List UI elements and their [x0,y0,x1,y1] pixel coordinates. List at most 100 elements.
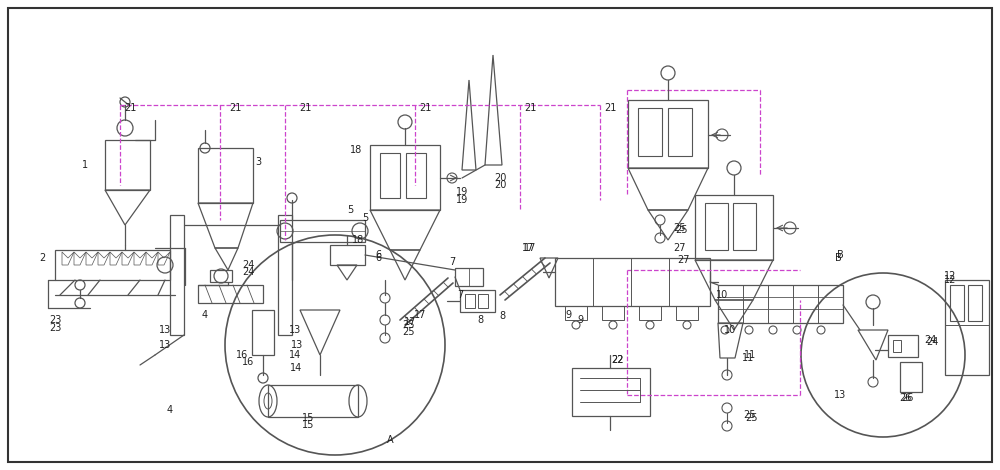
Text: 7: 7 [457,290,463,300]
Bar [555,258,710,306]
Text: 6: 6 [375,250,381,260]
Text: 24: 24 [926,337,938,347]
Bar [280,220,365,242]
Text: 19: 19 [456,195,468,205]
Bar [370,145,440,210]
Text: 21: 21 [229,103,241,113]
Text: 17: 17 [524,243,536,253]
Text: 25: 25 [402,320,414,330]
Text: 5: 5 [347,205,353,215]
Text: 6: 6 [375,253,381,263]
Text: 16: 16 [236,350,248,360]
Bar [465,294,475,308]
Text: 7: 7 [449,257,455,267]
Bar [565,306,587,320]
Bar [210,270,232,282]
Text: 10: 10 [716,290,728,300]
Text: 12: 12 [944,275,956,285]
Bar [705,203,728,250]
Bar [639,306,661,320]
Bar [695,195,773,260]
Text: 20: 20 [494,180,506,190]
Text: 17: 17 [404,317,416,327]
Text: 11: 11 [742,353,754,363]
Text: 25: 25 [674,223,686,233]
Bar [105,140,150,190]
Bar [572,368,650,416]
Bar [198,285,263,303]
Bar [330,245,365,265]
Text: 27: 27 [677,255,689,265]
Bar [718,285,843,323]
Text: 4: 4 [167,405,173,415]
Text: 17: 17 [414,310,426,320]
Text: 14: 14 [290,363,302,373]
Bar [668,108,692,156]
Text: 16: 16 [242,357,254,367]
Text: 24: 24 [242,267,254,277]
Text: B: B [837,250,843,260]
Bar [628,100,708,168]
Text: 21: 21 [299,103,311,113]
Bar [950,285,964,321]
Text: 14: 14 [289,350,301,360]
Text: 21: 21 [524,103,536,113]
Text: 23: 23 [49,315,61,325]
Text: 3: 3 [255,157,261,167]
Bar [170,215,184,335]
Text: 26: 26 [899,393,911,403]
Text: A: A [387,435,393,445]
Text: 21: 21 [604,103,616,113]
Bar [893,340,901,352]
Bar [676,306,698,320]
Bar [55,250,170,280]
Text: 15: 15 [302,420,314,430]
Text: 21: 21 [419,103,431,113]
Text: 25: 25 [744,410,756,420]
Text: 24: 24 [924,335,936,345]
Bar [460,290,495,312]
Bar [406,153,426,198]
Text: 2: 2 [39,253,45,263]
Bar [945,280,989,375]
Bar [268,385,358,417]
Text: 18: 18 [352,235,364,245]
Bar [278,215,292,335]
Text: 17: 17 [522,243,534,253]
Text: 25: 25 [676,225,688,235]
Bar [900,362,922,392]
Text: 8: 8 [499,311,505,321]
Text: 9: 9 [577,315,583,325]
Text: 21: 21 [124,103,136,113]
Text: 13: 13 [289,325,301,335]
Text: 13: 13 [159,340,171,350]
Text: 22: 22 [612,355,624,365]
Text: B: B [835,253,841,263]
Bar [455,268,483,286]
Text: 13: 13 [834,390,846,400]
Text: 24: 24 [242,260,254,270]
Text: 15: 15 [302,413,314,423]
Text: 27: 27 [674,243,686,253]
Bar [478,294,488,308]
Bar [602,306,624,320]
Text: 23: 23 [49,323,61,333]
Text: 9: 9 [565,310,571,320]
Bar [733,203,756,250]
Text: 13: 13 [291,340,303,350]
Text: 5: 5 [362,213,368,223]
Bar [968,285,982,321]
Text: 26: 26 [901,393,913,403]
Text: 22: 22 [612,355,624,365]
Text: 19: 19 [456,187,468,197]
Bar [888,335,918,357]
Text: 18: 18 [350,145,362,155]
Bar [198,148,253,203]
Bar [380,153,400,198]
Text: 13: 13 [159,325,171,335]
Bar [638,108,662,156]
Text: 1: 1 [82,160,88,170]
Text: 25: 25 [402,327,414,337]
Text: 4: 4 [202,310,208,320]
Text: 20: 20 [494,173,506,183]
